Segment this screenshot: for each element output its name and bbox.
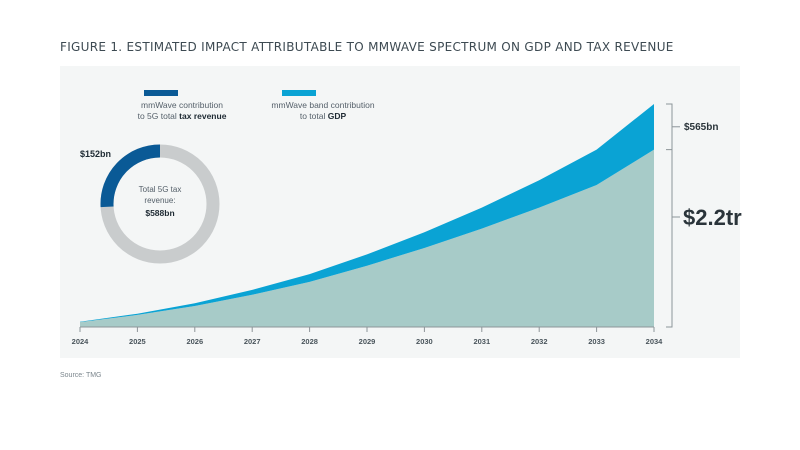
- x-tick-label: 2030: [416, 337, 433, 346]
- x-tick-label: 2031: [473, 337, 490, 346]
- legend-gdp-swatch: [282, 90, 316, 96]
- x-tick-label: 2029: [359, 337, 376, 346]
- legend-gdp-bold: GDP: [327, 111, 347, 121]
- label-total-gdp: $2.2tr: [683, 205, 742, 230]
- legend-tax-line1: mmWave contribution: [141, 100, 223, 110]
- bracket-total-gdp: [666, 103, 673, 328]
- x-tick-label: 2024: [72, 337, 90, 346]
- legend-gdp-line1: mmWave band contribution: [271, 100, 375, 110]
- source-note: Source: TMG: [60, 372, 102, 379]
- legend-gdp: mmWave band contribution to total GDP: [258, 90, 388, 122]
- x-tick-label: 2027: [244, 337, 261, 346]
- legend-tax-bold: tax revenue: [179, 111, 227, 121]
- bracket-mmwave-gdp: [666, 103, 673, 151]
- area-total-gdp: [80, 149, 654, 327]
- donut-center-value: $588bn: [145, 208, 174, 218]
- label-mmwave-gdp: $565bn: [684, 122, 718, 133]
- donut-center-line1: Total 5G tax: [139, 185, 182, 194]
- legend-gdp-line2: to total: [299, 111, 328, 121]
- donut-center-line2: revenue:: [144, 196, 175, 205]
- figure-title: FIGURE 1. ESTIMATED IMPACT ATTRIBUTABLE …: [60, 40, 674, 54]
- x-tick-label: 2032: [531, 337, 548, 346]
- x-tick-label: 2028: [301, 337, 318, 346]
- legend-tax-swatch: [144, 90, 178, 96]
- x-tick-label: 2025: [129, 337, 146, 346]
- legend-tax-line2: to 5G total: [137, 111, 180, 121]
- donut-mmwave: [100, 144, 161, 208]
- x-tick-label: 2026: [186, 337, 203, 346]
- x-tick-label: 2033: [588, 337, 605, 346]
- x-tick-label: 2034: [646, 337, 664, 346]
- legend-tax: mmWave contribution to 5G total tax reve…: [122, 90, 242, 122]
- donut-mmwave-label: $152bn: [80, 149, 111, 159]
